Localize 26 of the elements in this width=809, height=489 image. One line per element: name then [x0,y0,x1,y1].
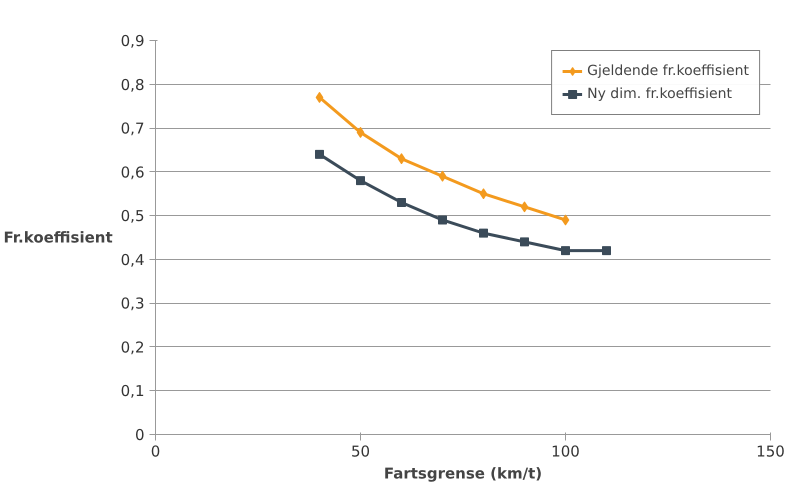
y-tick-label: 0,6 [120,163,145,182]
point [356,176,365,186]
y-tick-label: 0,1 [120,382,145,400]
y-tick-label: 0 [134,426,145,444]
x-axis-title: Fartsgrense (km/t) [384,464,542,482]
point [479,228,488,238]
y-tick-label: 0,9 [120,32,145,50]
y-tick-label: 0,8 [120,76,145,94]
y-tick-label: 0,7 [120,120,145,138]
y-tick-label: 0,2 [120,338,145,356]
point [315,150,324,159]
x-tick-label: 0 [150,442,160,460]
point [602,246,611,256]
x-tick-label: 100 [551,442,580,460]
y-tick-label: 0,4 [120,250,145,269]
y-tick-label: 0,3 [120,294,145,313]
x-tick-label: 150 [756,442,785,460]
y-axis-title: Fr.koeffisient [4,228,113,246]
y-tick-label: 0,5 [120,207,145,226]
point [397,198,406,207]
legend-label: Gjeldende fr.koeffisient [587,63,749,79]
point [438,215,447,224]
point [561,246,570,256]
x-tick-label: 50 [350,442,370,460]
legend-label: Ny dim. fr.koeffisient [587,86,732,102]
point [520,237,529,246]
